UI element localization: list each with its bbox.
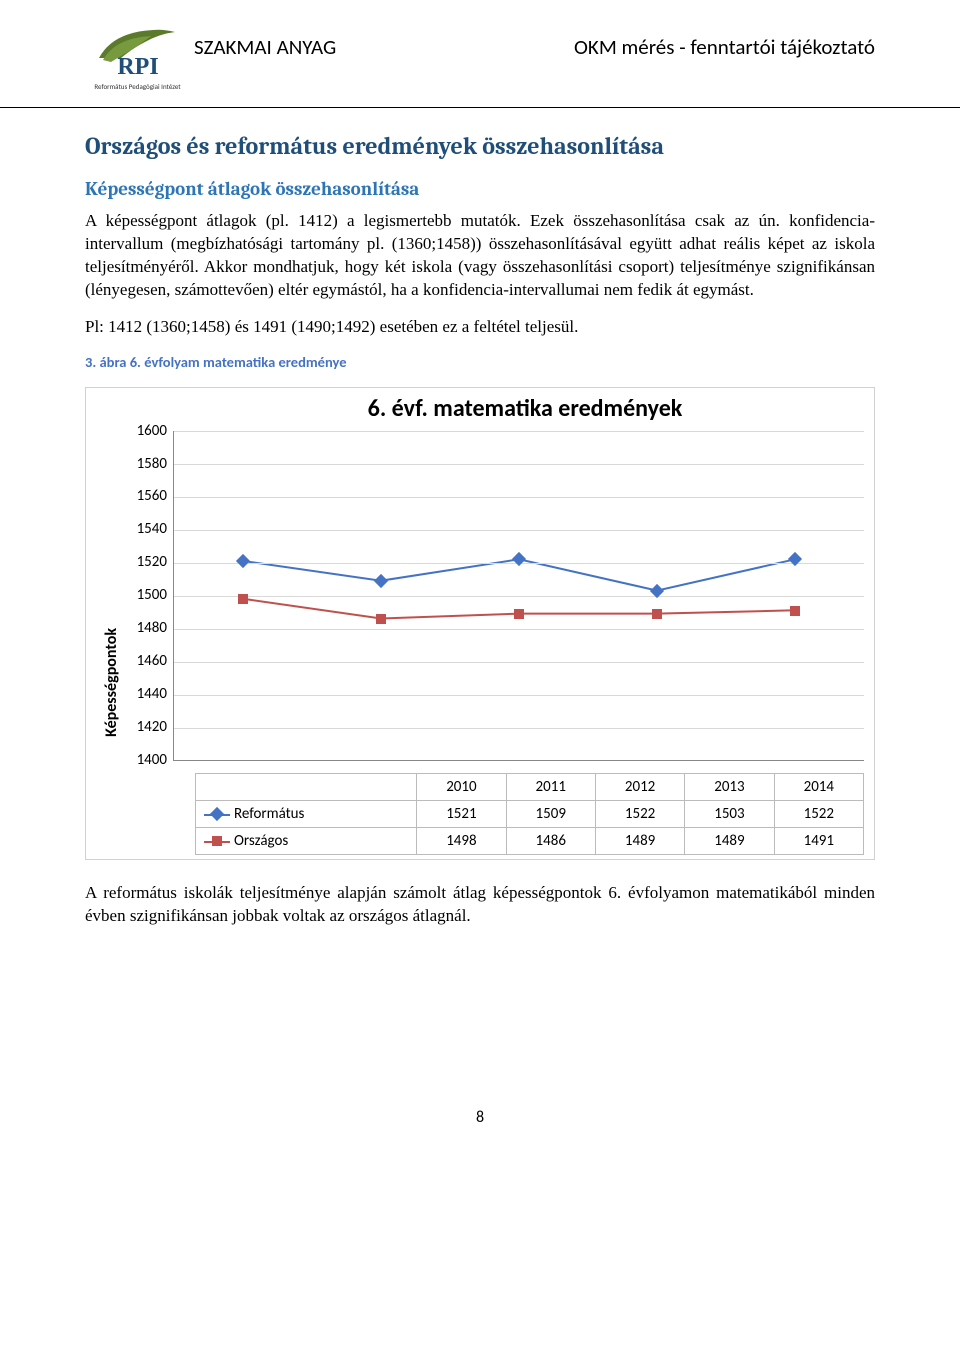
y-tick-label: 1540	[121, 520, 167, 538]
table-row: Országos14981486148914891491	[196, 827, 864, 854]
data-cell: 1498	[417, 827, 506, 854]
y-tick-label: 1560	[121, 487, 167, 505]
y-tick-label: 1500	[121, 586, 167, 604]
gridline	[174, 662, 864, 663]
y-tick-label: 1580	[121, 455, 167, 473]
gridline	[174, 497, 864, 498]
y-tick-label: 1460	[121, 652, 167, 670]
empty-cell	[196, 773, 417, 800]
y-tick-label: 1420	[121, 718, 167, 736]
data-marker	[376, 614, 386, 624]
y-tick-labels: 1600 1580 1560 1540 1520 1500 1480 1460 1440 1420…	[121, 422, 173, 769]
header-right: OKM mérés - fenntartói tájékoztató	[574, 34, 875, 60]
chart-area: Képességpontok 1600158015601540152015001…	[96, 431, 864, 855]
data-cell: 1522	[595, 800, 684, 827]
plot-grid: 1600158015601540152015001480146014401420…	[121, 431, 864, 769]
y-tick-label: 1440	[121, 685, 167, 703]
y-tick-label: 1480	[121, 619, 167, 637]
data-cell: 1489	[685, 827, 774, 854]
logo-block: RPI Református Pedagógiai Intézet	[85, 20, 190, 91]
series-name-cell: Országos	[196, 827, 417, 854]
logo-caption: Református Pedagógiai Intézet	[85, 82, 190, 91]
gridline	[174, 431, 864, 432]
data-cell: 1509	[506, 800, 595, 827]
y-tick-label: 1400	[121, 751, 167, 769]
figure-caption: 3. ábra 6. évfolyam matematika eredménye	[85, 353, 875, 371]
data-marker	[652, 609, 662, 619]
chart-data-table: 20102011201220132014Református1521150915…	[195, 773, 864, 855]
paragraph-2: Pl: 1412 (1360;1458) és 1491 (1490;1492)…	[85, 316, 875, 339]
year-header: 2012	[595, 773, 684, 800]
chart-data-table-wrap: 20102011201220132014Református1521150915…	[195, 773, 864, 855]
chart-title: 6. évf. matematika eredmények	[186, 394, 864, 423]
data-marker	[790, 606, 800, 616]
page-number: 8	[85, 1108, 875, 1127]
section-h1: Országos és református eredmények összeh…	[85, 132, 875, 160]
header-divider	[0, 107, 960, 108]
after-paragraph: A református iskolák teljesítménye alapj…	[85, 882, 875, 928]
data-cell: 1486	[506, 827, 595, 854]
page-header: RPI Református Pedagógiai Intézet SZAKMA…	[85, 20, 875, 99]
data-cell: 1491	[774, 827, 863, 854]
section-h2: Képességpont átlagok összehasonlítása	[85, 178, 875, 200]
rpi-logo-icon: RPI	[93, 24, 183, 79]
y-tick-label: 1600	[121, 422, 167, 440]
year-header: 2013	[685, 773, 774, 800]
year-header: 2014	[774, 773, 863, 800]
series-name-cell: Református	[196, 800, 417, 827]
plot-area	[173, 431, 864, 761]
year-header: 2010	[417, 773, 506, 800]
chart-ylabel: Képességpontok	[96, 548, 121, 737]
svg-text:RPI: RPI	[117, 54, 158, 79]
data-cell: 1521	[417, 800, 506, 827]
data-cell: 1522	[774, 800, 863, 827]
table-header-row: 20102011201220132014	[196, 773, 864, 800]
plot-wrapper: 1600158015601540152015001480146014401420…	[121, 431, 864, 855]
data-cell: 1489	[595, 827, 684, 854]
y-tick-label: 1520	[121, 553, 167, 571]
data-marker	[514, 609, 524, 619]
page: RPI Református Pedagógiai Intézet SZAKMA…	[0, 0, 960, 1167]
gridline	[174, 728, 864, 729]
chart-container: 6. évf. matematika eredmények Képességpo…	[85, 387, 875, 860]
gridline	[174, 530, 864, 531]
gridline	[174, 596, 864, 597]
data-cell: 1503	[685, 800, 774, 827]
gridline	[174, 629, 864, 630]
gridline	[174, 464, 864, 465]
data-marker	[238, 594, 248, 604]
paragraph-1: A képességpont átlagok (pl. 1412) a legi…	[85, 210, 875, 302]
gridline	[174, 695, 864, 696]
header-left: SZAKMAI ANYAG	[194, 34, 336, 60]
header-texts: SZAKMAI ANYAG OKM mérés - fenntartói táj…	[190, 20, 875, 60]
year-header: 2011	[506, 773, 595, 800]
table-row: Református15211509152215031522	[196, 800, 864, 827]
